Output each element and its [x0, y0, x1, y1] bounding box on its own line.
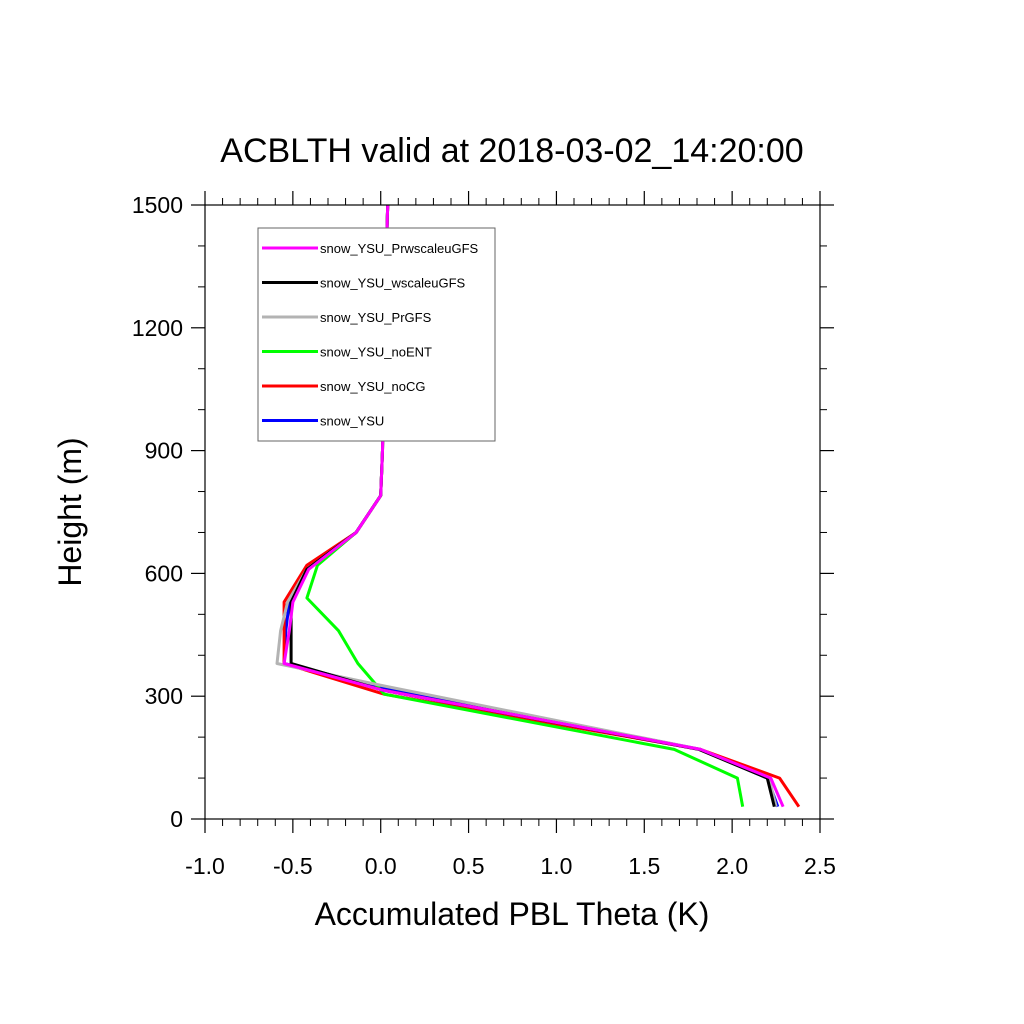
legend: snow_YSU_PrwscaleuGFS snow_YSU_wscaleuGFS… [257, 227, 496, 442]
y-tick-label: 600 [145, 560, 183, 586]
legend-label: snow_YSU_noCG [320, 379, 426, 394]
x-tick-label: 0.5 [453, 853, 485, 879]
y-tick-label: 1200 [132, 315, 183, 341]
series-line-snow_YSU_PrwscaleuGFS [282, 204, 785, 808]
y-tick-label: 0 [170, 806, 183, 832]
x-tick-label: -1.0 [185, 853, 225, 879]
legend-label: snow_YSU_noENT [320, 345, 432, 360]
x-tick-label: 2.0 [716, 853, 748, 879]
x-tick-label: -0.5 [273, 853, 313, 879]
x-tick-label: 1.5 [628, 853, 660, 879]
x-tick-label: 2.5 [804, 853, 836, 879]
legend-label: snow_YSU_PrwscaleuGFS [320, 241, 479, 256]
x-tick-label: 0.0 [365, 853, 397, 879]
plot-frame [204, 204, 821, 820]
x-axis: -1.0 -0.5 0.0 0.5 1.0 1.5 2.0 2.5 [185, 191, 836, 879]
legend-label: snow_YSU [320, 414, 384, 429]
legend-label: snow_YSU_PrGFS [320, 310, 432, 325]
y-axis: 0 300 600 900 1200 1500 [132, 192, 834, 832]
y-tick-label: 300 [145, 683, 183, 709]
chart-title: ACBLTH valid at 2018-03-02_14:20:00 [220, 132, 803, 170]
x-axis-label: Accumulated PBL Theta (K) [315, 896, 710, 932]
legend-label: snow_YSU_wscaleuGFS [320, 276, 466, 291]
legend-box [257, 227, 496, 442]
y-tick-label: 900 [145, 438, 183, 464]
y-tick-label: 1500 [132, 192, 183, 218]
plot-area [275, 204, 801, 808]
y-axis-label: Height (m) [52, 437, 88, 586]
x-tick-label: 1.0 [540, 853, 572, 879]
